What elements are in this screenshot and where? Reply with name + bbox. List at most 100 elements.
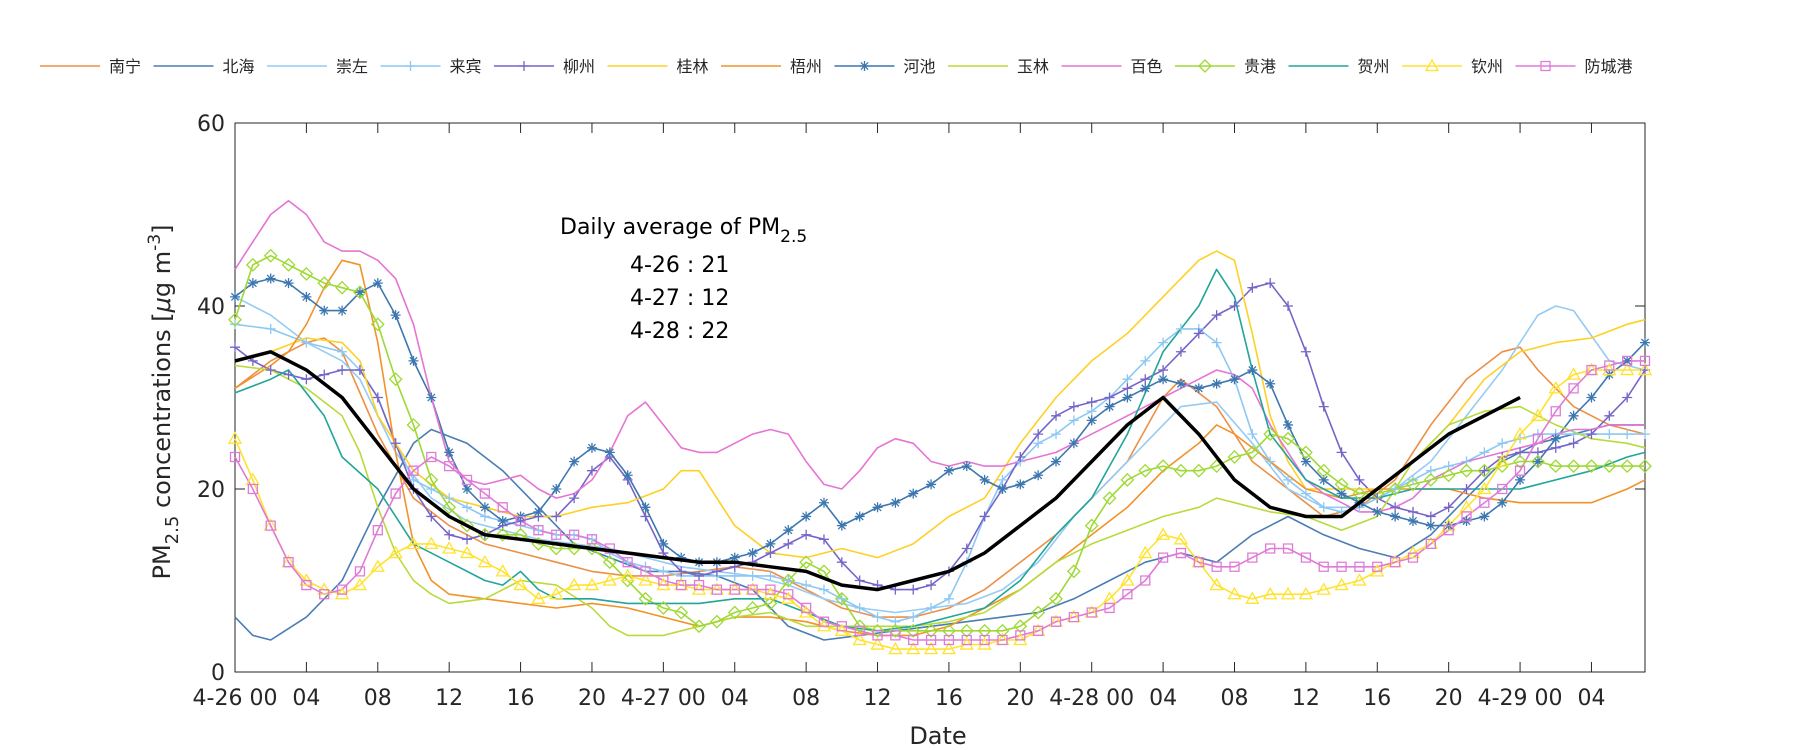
- series-marker-s67f35dde: [1158, 365, 1169, 376]
- series-marker-s94a65dde: [1120, 573, 1135, 586]
- legend-label-s53176d77: 北海: [223, 57, 255, 76]
- series-marker-s67f35dde: [783, 538, 794, 549]
- series-marker-s8d356e2f: [995, 623, 1010, 638]
- series-marker-s963257ce6e2f: [1407, 552, 1419, 563]
- series-marker-s94a65dde: [1548, 381, 1563, 394]
- series-line-s53176d77: [234, 424, 1645, 641]
- series-marker-s67655bbe: [1140, 355, 1151, 366]
- series-marker-s8d356e2f: [620, 573, 635, 588]
- series-marker-s963257ce6e2f: [1479, 497, 1490, 508]
- series-marker-s67f35dde: [1086, 397, 1097, 408]
- series-marker-s6cb36c60: [729, 552, 740, 563]
- series-marker-s67f35dde: [1318, 401, 1329, 412]
- series-marker-s8d356e2f: [1495, 459, 1510, 474]
- series-marker-s6cb36c60: [1390, 511, 1401, 522]
- series-marker-s963257ce6e2f: [676, 579, 687, 591]
- series-marker-s963257ce6e2f: [693, 579, 705, 591]
- y-tick-label: 40: [197, 295, 225, 320]
- series-marker-s8d356e2f: [1138, 463, 1153, 478]
- series-marker-s94a65dde: [781, 591, 796, 604]
- series-marker-s963257ce6e2f: [1354, 561, 1365, 572]
- series-marker-s963257ce6e2f: [247, 483, 258, 495]
- series-marker-s67f35dde: [926, 580, 937, 591]
- series-marker-s67655bbe: [1283, 474, 1294, 485]
- series-marker-s94a65dde: [227, 431, 243, 444]
- series-marker-s6cb36c60: [1550, 433, 1561, 444]
- series-marker-s8d356e2f: [906, 623, 921, 638]
- series-marker-s94a65dde: [906, 641, 921, 655]
- series-marker-s963257ce6e2f: [408, 465, 419, 476]
- series-marker-s67655bbe: [1211, 337, 1222, 348]
- legend-label-s963257ce6e2f: 防城港: [1585, 57, 1633, 76]
- series-marker-s8d356e2f: [959, 623, 974, 638]
- series-marker-s94a65dde: [442, 541, 457, 554]
- series-marker-s6cb36c60: [640, 502, 651, 513]
- series-marker-s67655bbe: [1318, 502, 1329, 513]
- series-marker-s8d356e2f: [228, 312, 242, 327]
- series-marker-s67f35dde: [979, 511, 990, 522]
- series-marker-s963257ce6e2f: [1140, 575, 1151, 586]
- x-tick-label: 04: [1149, 686, 1177, 711]
- series-marker-s67655bbe: [729, 570, 740, 581]
- series-marker-s6cb36c60: [1033, 470, 1044, 481]
- series-marker-s6cb36c60: [1265, 378, 1276, 389]
- series-marker-s8d356e2f: [888, 623, 903, 638]
- series-marker-s94a65dde: [1530, 408, 1546, 421]
- x-tick-label: 20: [1435, 686, 1463, 711]
- series-marker-s963257ce6e2f: [1532, 433, 1544, 444]
- series-marker-s67f35dde: [1193, 328, 1204, 339]
- series-marker-s8d356e2f: [1102, 491, 1117, 506]
- series-marker-s94a65dde: [495, 564, 510, 577]
- series-marker-s6cb36c60: [1015, 479, 1026, 490]
- series-marker-s6cb36c60: [569, 456, 580, 467]
- series-marker-s963257ce6e2f: [997, 634, 1008, 646]
- series-marker-s963257ce6e2f: [640, 566, 651, 577]
- series-marker-s67655bbe: [1497, 438, 1508, 449]
- series-marker-s8d356e2f: [1298, 445, 1313, 460]
- series-marker-s6cb36c60: [1247, 365, 1258, 376]
- series-marker-s963257ce6e2f: [1193, 557, 1204, 568]
- series-marker-s94a65dde: [852, 632, 867, 646]
- series-marker-s6cb36c60: [979, 474, 990, 485]
- series-marker-s67f35dde: [694, 570, 705, 581]
- series-marker-s67655bbe: [1390, 484, 1401, 494]
- series-marker-s94a65dde: [424, 536, 439, 550]
- series-marker-s67f35dde: [265, 365, 276, 376]
- series-marker-s67f35dde: [1407, 506, 1418, 517]
- series-marker-s8d356e2f: [1031, 605, 1046, 620]
- series-marker-s8d356e2f: [1066, 564, 1081, 579]
- series-marker-s67f35dde: [1622, 392, 1633, 403]
- series-marker-s8d356e2f: [1316, 463, 1331, 478]
- series-marker-s6cb36c60: [1318, 474, 1329, 485]
- series-marker-s963257ce6e2f: [426, 451, 437, 463]
- series-marker-s67655bbe: [943, 593, 954, 604]
- legend-label-s67655bbe: 来宾: [450, 57, 482, 76]
- series-marker-s6cb36c60: [230, 291, 240, 302]
- series-marker-s8d356e2f: [1441, 468, 1456, 483]
- series-marker-s8d356e2f: [1566, 459, 1581, 474]
- series-marker-s8d356e2f: [1602, 459, 1617, 474]
- x-tick-label: 4-26 00: [193, 686, 278, 711]
- series-marker-s67f35dde: [676, 566, 687, 577]
- series-marker-s6cb36c60: [586, 442, 597, 453]
- series-marker-s67f35dde: [586, 465, 597, 476]
- series-marker-s67f35dde: [961, 543, 972, 554]
- series-marker-s8d356e2f: [924, 623, 938, 638]
- series-marker-s67f35dde: [1068, 401, 1079, 412]
- series-marker-s67f35dde: [854, 575, 865, 586]
- x-tick-label: 20: [1006, 686, 1034, 711]
- series-marker-s8d356e2f: [1638, 459, 1652, 474]
- series-marker-s67655bbe: [1051, 429, 1062, 440]
- series-marker-s963257ce6e2f: [1514, 465, 1526, 476]
- series-marker-s94a65dde: [1620, 362, 1635, 376]
- series-marker-s6cb36c60: [408, 355, 419, 366]
- series-marker-s67655bbe: [408, 474, 419, 485]
- legend-label-s73896797: 玉林: [1017, 57, 1049, 76]
- x-tick-label: 16: [507, 686, 535, 711]
- series-marker-s67f35dde: [836, 557, 847, 568]
- x-tick-label: 4-29 00: [1478, 686, 1563, 711]
- series-marker-s67655bbe: [1122, 374, 1133, 385]
- series-marker-s8d356e2f: [1406, 477, 1420, 492]
- series-marker-s963257ce6e2f: [818, 616, 830, 627]
- series-marker-s67f35dde: [1247, 282, 1258, 293]
